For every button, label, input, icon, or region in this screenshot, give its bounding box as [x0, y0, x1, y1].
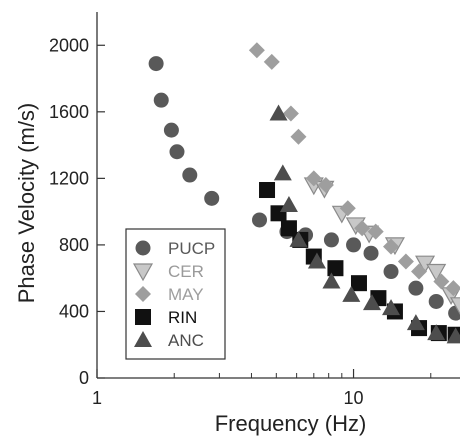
point-anc [362, 294, 381, 311]
point-anc [342, 285, 361, 302]
point-may [354, 220, 371, 237]
point-may [339, 200, 356, 217]
axes: 0 400 800 1200 1600 2000 1 10 Frequency (Hz) Phas… [14, 12, 460, 436]
point-may [397, 253, 414, 270]
legend: PUCP CER MAY RIN ANC [125, 228, 226, 360]
point-anc [382, 299, 401, 316]
point-pucp [169, 144, 185, 160]
legend-label-cer: CER [168, 262, 204, 281]
y-tick-label: 2000 [49, 35, 89, 55]
point-pucp [383, 264, 399, 280]
legend-marker-anc [134, 331, 152, 347]
point-pucp [252, 212, 268, 228]
point-pucp [204, 190, 220, 206]
point-may [383, 238, 400, 255]
legend-label-pucp: PUCP [168, 239, 215, 258]
point-may [367, 223, 384, 240]
point-pucp [182, 167, 198, 183]
point-anc [322, 272, 341, 289]
y-tick-label: 1600 [49, 102, 89, 122]
point-anc [307, 252, 326, 269]
point-pucp [323, 232, 339, 248]
point-pucp [346, 237, 362, 253]
point-pucp [428, 293, 444, 309]
legend-label-may: MAY [168, 285, 204, 304]
data-points [148, 42, 460, 344]
y-tick-label: 800 [59, 235, 89, 255]
legend-label-rin: RIN [168, 308, 197, 327]
x-tick-label: 10 [344, 388, 364, 408]
point-rin [327, 260, 344, 277]
point-anc [446, 327, 460, 344]
legend-marker-pucp [135, 240, 151, 256]
point-may [445, 280, 460, 297]
x-tick-label: 1 [92, 388, 102, 408]
y-tick-label: 400 [59, 301, 89, 321]
legend-marker-may [135, 286, 151, 302]
point-may [305, 170, 322, 187]
point-may [263, 53, 280, 70]
point-pucp [408, 280, 424, 296]
point-may [317, 177, 334, 194]
point-cer [426, 263, 447, 282]
point-pucp [363, 245, 379, 261]
point-may [282, 105, 299, 122]
point-rin [350, 275, 367, 292]
point-anc [269, 104, 288, 121]
point-may [411, 263, 428, 280]
point-anc [289, 230, 308, 247]
point-pucp [153, 92, 169, 108]
point-anc [273, 164, 292, 181]
point-rin [259, 182, 276, 199]
point-cer [449, 297, 460, 316]
y-tick-label: 0 [79, 368, 89, 388]
point-may [290, 128, 307, 145]
point-may [248, 42, 265, 59]
point-anc [279, 195, 298, 212]
point-pucp [163, 122, 179, 138]
x-axis-title: Frequency (Hz) [215, 411, 367, 436]
point-pucp [148, 56, 164, 72]
y-tick-label: 1200 [49, 168, 89, 188]
point-anc [406, 314, 425, 331]
legend-marker-rin [135, 309, 151, 325]
legend-marker-cer [132, 263, 154, 282]
point-anc [427, 324, 446, 341]
legend-label-anc: ANC [168, 331, 204, 350]
y-axis-title: Phase Velocity (m/s) [14, 103, 39, 304]
point-may [433, 273, 450, 290]
